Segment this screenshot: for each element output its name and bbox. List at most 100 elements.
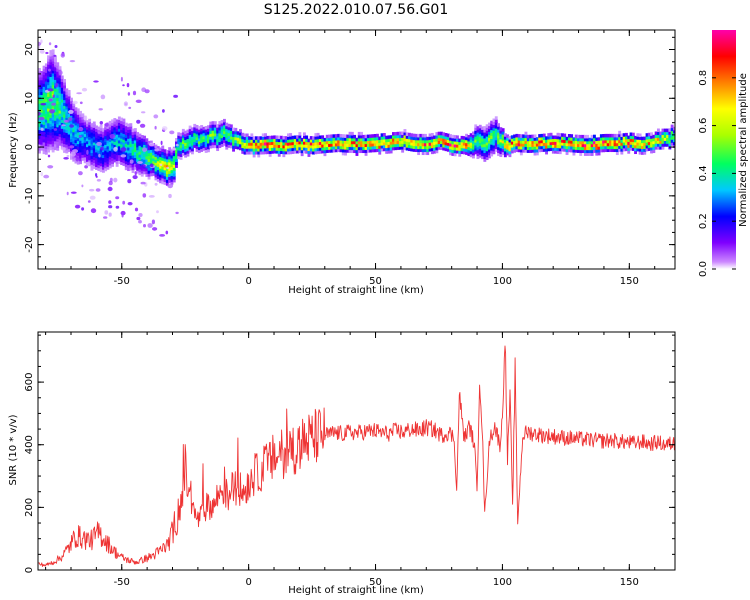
heatmap-speckle [154,148,160,152]
heatmap-cell [599,134,603,138]
heatmap-cell [325,140,329,145]
heatmap-cell [444,147,448,152]
heatmap-cell [590,134,594,139]
heatmap-cell [549,138,553,143]
heatmap-cell [42,147,46,152]
heatmap-cell [510,135,514,139]
heatmap-cell [111,151,114,156]
heatmap-cell [513,143,516,147]
heatmap-cell [659,146,663,150]
heatmap-cell [207,134,210,138]
heatmap-cell [204,126,208,130]
heatmap-cell [401,143,405,147]
heatmap-cell [225,137,229,141]
heatmap-cell [225,146,229,150]
heatmap-cell [90,149,94,154]
heatmap-cell [92,159,96,164]
heatmap-cell [554,150,558,154]
heatmap-speckle [81,184,84,188]
heatmap-cell [154,153,158,157]
heatmap-cell [435,138,439,142]
heatmap-cell [417,145,421,150]
heatmap-speckle [69,60,76,63]
heatmap-cell [636,147,640,152]
heatmap-cell [481,138,484,142]
heatmap-cell [401,149,405,153]
heatmap-cell [405,138,409,142]
heatmap-cell [138,136,142,141]
heatmap-cell [200,139,204,144]
heatmap-cell [499,135,503,140]
heatmap-cell [120,126,124,130]
heatmap-cell [424,139,427,144]
heatmap-cell [168,153,172,157]
heatmap-cell [508,138,512,143]
heatmap-cell [556,138,560,143]
heatmap-cell [243,145,247,149]
heatmap-cell [362,140,366,145]
heatmap-cell [40,91,44,96]
heatmap-cell [129,131,133,136]
heatmap-cell [330,140,334,144]
heatmap-cell [42,83,46,87]
heatmap-cell [266,144,270,149]
heatmap-speckle [175,211,179,215]
heatmap-cell [204,146,208,151]
heatmap-cell [414,145,418,150]
heatmap-cell [314,147,318,152]
heatmap-cell [458,144,462,148]
heatmap-cell [60,131,64,135]
heatmap-cell [186,150,190,154]
heatmap-cell [47,72,50,77]
heatmap-cell [344,146,347,150]
heatmap-cell [577,146,580,151]
heatmap-cell [298,137,302,142]
heatmap-cell [652,140,656,145]
heatmap-cell [108,158,112,163]
heatmap-cell [213,124,217,128]
heatmap-cell [136,140,140,145]
heatmap-cell [545,150,548,155]
heatmap-cell [369,143,373,147]
heatmap-cell [76,125,80,130]
heatmap-cell [494,122,498,126]
heatmap-cell [396,146,400,150]
heatmap-cell [245,148,249,152]
heatmap-cell [161,174,165,179]
heatmap-cell [583,137,587,142]
heatmap-cell [51,122,55,127]
heatmap-speckle [78,135,82,138]
heatmap-cell [106,125,110,129]
heatmap-cell [369,146,373,150]
heatmap-cell [161,163,165,167]
heatmap-cell [44,130,48,135]
y-tick-label: 600 [24,373,35,392]
heatmap-cell [40,147,44,151]
heatmap-cell [467,152,471,157]
heatmap-cell [63,140,66,145]
heatmap-cell [376,136,379,141]
heatmap-cell [620,133,624,138]
heatmap-cell [250,151,254,155]
heatmap-cell [517,145,521,150]
heatmap-cell [293,144,297,148]
heatmap-speckle [121,213,124,218]
heatmap-cell [668,134,672,138]
heatmap-cell [204,134,208,139]
heatmap-cell [90,158,94,162]
heatmap-cell [561,148,564,152]
heatmap-cell [58,107,62,111]
heatmap-cell [446,133,450,138]
heatmap-cell [497,129,500,133]
heatmap-cell [250,142,254,146]
heatmap-cell [341,145,345,150]
heatmap-cell [357,137,361,142]
heatmap-cell [218,141,222,146]
heatmap-cell [494,136,498,141]
heatmap-cell [42,71,46,76]
heatmap-cell [67,122,71,126]
heatmap-cell [104,164,108,169]
heatmap-cell [350,134,354,139]
heatmap-cell [561,139,564,143]
